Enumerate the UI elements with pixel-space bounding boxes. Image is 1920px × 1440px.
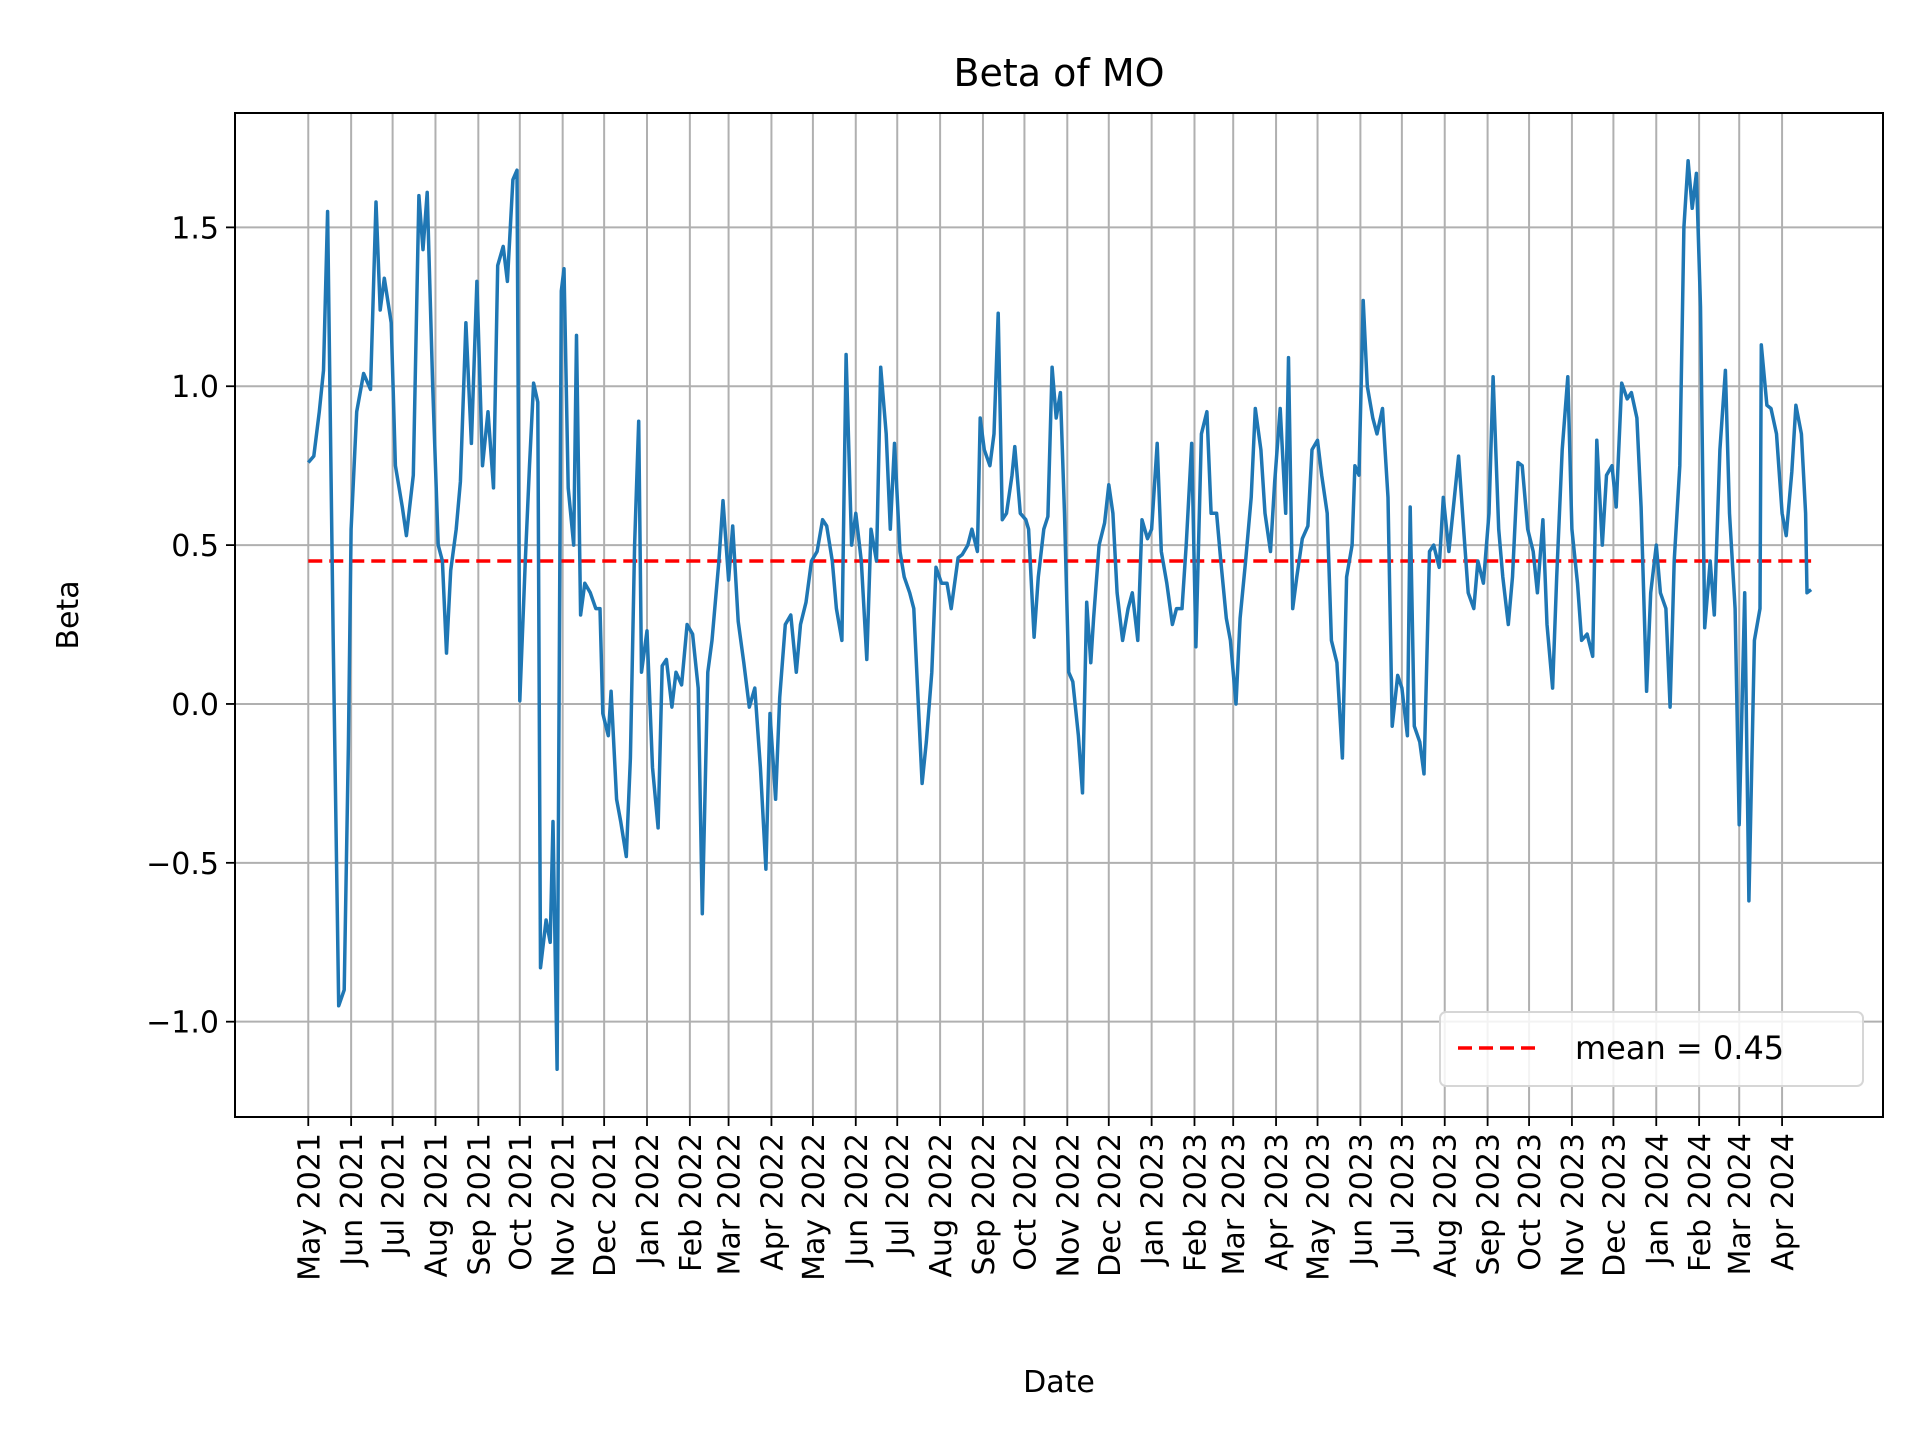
x-tick-label: Nov 2021 <box>547 1133 582 1277</box>
x-tick-label: Sep 2021 <box>462 1133 497 1275</box>
grid <box>235 113 1883 1117</box>
x-tick-label: Feb 2023 <box>1178 1133 1213 1272</box>
x-tick-label: Feb 2024 <box>1683 1133 1718 1272</box>
y-tick-label: 1.0 <box>171 370 219 405</box>
x-tick-label: May 2021 <box>292 1133 327 1281</box>
x-tick-label: Jul 2023 <box>1386 1133 1421 1257</box>
legend-box <box>1439 1011 1864 1087</box>
legend-mean-label: mean = 0.45 <box>1575 1029 1784 1067</box>
x-tick-label: Aug 2023 <box>1429 1133 1464 1277</box>
x-tick-label: Jan 2024 <box>1640 1133 1675 1267</box>
chart-title: Beta of MO <box>953 51 1164 95</box>
legend: mean = 0.45 <box>1439 1011 1864 1087</box>
x-tick-label: Jun 2021 <box>335 1133 370 1268</box>
x-tick-label: Oct 2023 <box>1513 1133 1548 1271</box>
y-tick-label: 0.0 <box>171 688 219 723</box>
x-tick-label: Oct 2022 <box>1008 1133 1043 1271</box>
x-tick-label: Apr 2022 <box>755 1133 790 1271</box>
x-tick-label: Sep 2023 <box>1472 1133 1507 1275</box>
x-tick-label: Mar 2022 <box>713 1133 748 1276</box>
y-axis-label: Beta <box>51 580 86 649</box>
y-tick-label: 0.5 <box>171 529 219 564</box>
x-tick-label: Apr 2024 <box>1766 1133 1801 1271</box>
x-axis: May 2021 Jun 2021 Jul 2021 Aug 2021 Sep 2021… <box>292 1117 1801 1281</box>
x-tick-label: Dec 2022 <box>1093 1133 1128 1277</box>
series-layer <box>306 158 1813 1072</box>
x-tick-label: Oct 2021 <box>504 1133 539 1271</box>
x-tick-label: May 2023 <box>1302 1133 1337 1281</box>
x-tick-label: Aug 2021 <box>419 1133 454 1277</box>
x-tick-label: Apr 2023 <box>1260 1133 1295 1271</box>
x-tick-label: Dec 2023 <box>1597 1133 1632 1277</box>
y-tick-label: −1.0 <box>146 1006 219 1041</box>
x-tick-label: Nov 2022 <box>1051 1133 1086 1277</box>
x-tick-label: Dec 2021 <box>588 1133 623 1277</box>
x-axis-label: Date <box>1023 1365 1095 1400</box>
x-tick-label: Jul 2021 <box>377 1133 412 1257</box>
x-tick-label: Sep 2022 <box>967 1133 1002 1275</box>
x-tick-label: Jan 2022 <box>631 1133 666 1267</box>
y-tick-label: 1.5 <box>171 211 219 246</box>
x-tick-label: May 2022 <box>797 1133 832 1281</box>
plot-frame <box>234 112 1884 1118</box>
y-tick-label: −0.5 <box>146 847 219 882</box>
x-tick-label: Jun 2023 <box>1344 1133 1379 1268</box>
x-tick-label: Feb 2022 <box>674 1133 709 1272</box>
x-tick-label: Mar 2024 <box>1723 1133 1758 1276</box>
x-tick-label: Nov 2023 <box>1556 1133 1591 1277</box>
x-tick-label: Mar 2023 <box>1217 1133 1252 1276</box>
x-tick-label: Jun 2022 <box>840 1133 875 1268</box>
x-tick-label: Aug 2022 <box>924 1133 959 1277</box>
beta-series-line <box>306 158 1813 1072</box>
y-axis: −1.0 −0.5 0.0 0.5 1.0 1.5 <box>146 211 235 1041</box>
x-tick-label: Jul 2022 <box>881 1133 916 1257</box>
x-tick-label: Jan 2023 <box>1136 1133 1171 1267</box>
